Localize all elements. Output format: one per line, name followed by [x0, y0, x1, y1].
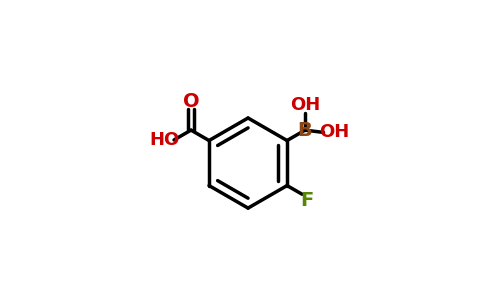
- Text: HO: HO: [150, 131, 180, 149]
- Text: OH: OH: [319, 123, 349, 141]
- Text: OH: OH: [290, 96, 320, 114]
- Text: F: F: [300, 190, 313, 209]
- Text: B: B: [298, 121, 313, 140]
- Text: O: O: [183, 92, 199, 112]
